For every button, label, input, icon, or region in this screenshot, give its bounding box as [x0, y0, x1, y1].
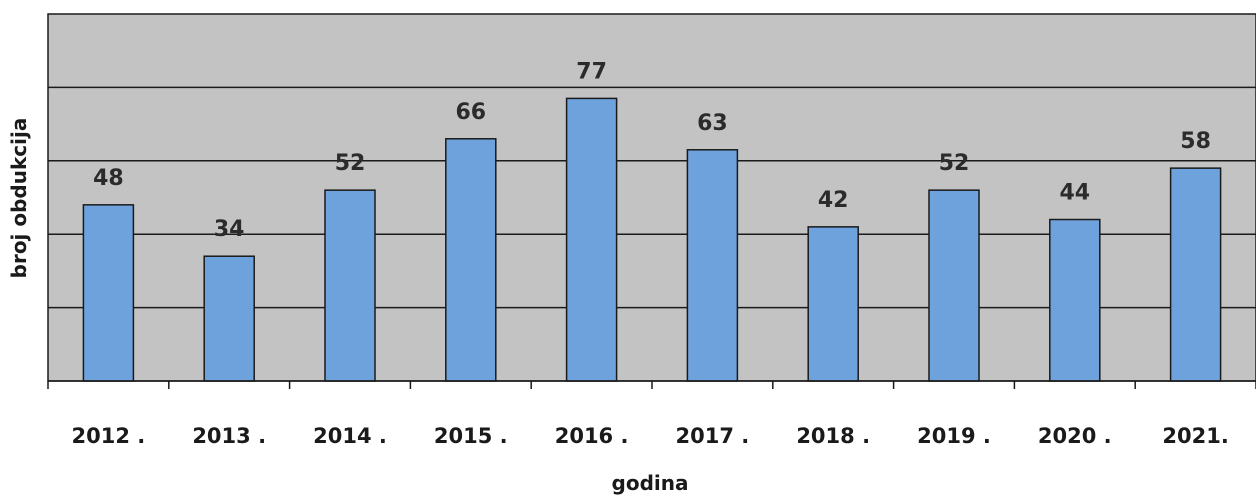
x-tick-label: 2013 . [192, 424, 266, 448]
x-tick-label: 2020 . [1038, 424, 1112, 448]
bar [565, 97, 618, 382]
bar [82, 204, 135, 382]
x-tick-label: 2017 . [676, 424, 750, 448]
bar [445, 138, 497, 382]
x-tick-label: 2019 . [917, 424, 991, 448]
data-label: 34 [214, 217, 245, 242]
bars [82, 97, 1222, 382]
x-axis [47, 380, 1256, 389]
bar [324, 189, 376, 382]
data-label: 63 [697, 111, 728, 136]
bar [1049, 218, 1101, 382]
data-label: 52 [335, 151, 366, 176]
y-axis-label: broj obdukcija [7, 118, 31, 279]
x-tick-label: 2018 . [796, 424, 870, 448]
data-label: 52 [939, 151, 970, 176]
bar [686, 149, 739, 382]
bar [203, 255, 255, 382]
data-label: 48 [93, 166, 124, 191]
bar [928, 189, 980, 382]
x-tick-labels: 2012 . 2013 . 2014 . 2015 . 2016 . 2017 . 2018… [72, 424, 1229, 448]
bar [1169, 167, 1222, 382]
x-tick-label: 2012 . [72, 424, 146, 448]
x-axis-label: godina [612, 471, 689, 495]
data-label: 77 [576, 59, 607, 84]
x-tick-label: 2021. [1162, 424, 1228, 448]
data-label: 44 [1059, 181, 1090, 206]
x-tick-label: 2014 . [313, 424, 387, 448]
x-tick-label: 2015 . [434, 424, 508, 448]
x-tick-label: 2016 . [555, 424, 629, 448]
data-label: 66 [455, 100, 486, 125]
data-label: 42 [818, 188, 849, 213]
bar [807, 226, 859, 382]
data-labels: 48 34 52 66 77 63 42 52 44 58 [93, 59, 1211, 242]
data-label: 58 [1180, 129, 1211, 154]
